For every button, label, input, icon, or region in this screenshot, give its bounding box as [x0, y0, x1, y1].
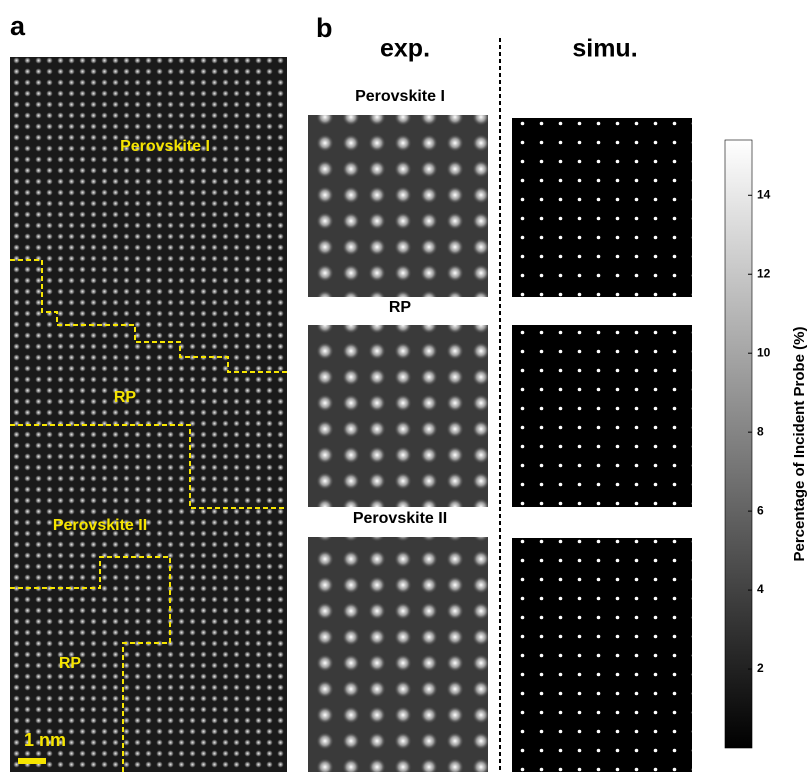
- colorbar-tick-label: 6: [757, 503, 764, 517]
- colorbar-tick-label: 10: [757, 345, 771, 359]
- panel-label: a: [10, 11, 26, 41]
- row-label: Perovskite I: [355, 88, 445, 105]
- exp-image: [308, 115, 488, 297]
- simu-image: [512, 118, 692, 297]
- colorbar: [725, 140, 752, 748]
- column-header: simu.: [572, 35, 637, 63]
- simu-image: [512, 325, 692, 507]
- region-label: Perovskite II: [53, 517, 147, 534]
- simu-image: [512, 538, 692, 772]
- figure: a b Perovskite I RP Perovskite II RP 1 n…: [0, 0, 811, 772]
- row-label: RP: [389, 299, 412, 316]
- column-header: exp.: [380, 35, 430, 63]
- colorbar-tick-label: 14: [757, 187, 771, 201]
- colorbar-tick-label: 8: [757, 424, 764, 438]
- scale-bar-label: 1 nm: [24, 730, 66, 750]
- colorbar-tick-label: 12: [757, 266, 771, 280]
- region-label: RP: [59, 655, 82, 672]
- panel-label: b: [316, 13, 333, 43]
- exp-image: [308, 325, 488, 507]
- row-label: Perovskite II: [353, 510, 447, 527]
- colorbar-tick-label: 4: [757, 582, 764, 596]
- stem-image: [10, 57, 287, 772]
- region-label: Perovskite I: [120, 138, 210, 155]
- exp-image: [308, 537, 488, 772]
- region-label: RP: [114, 389, 137, 406]
- colorbar-tick-label: 2: [757, 661, 764, 675]
- colorbar-label: Percentage of Incident Probe (%): [791, 326, 808, 561]
- scale-bar: [18, 758, 46, 764]
